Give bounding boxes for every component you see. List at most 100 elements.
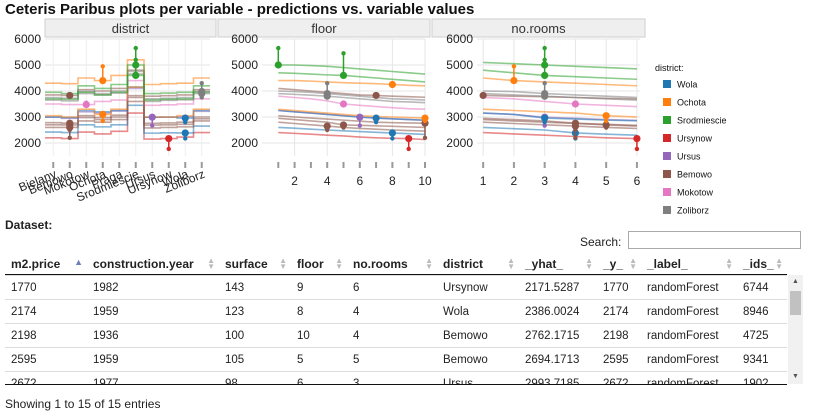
prediction-point bbox=[198, 90, 206, 98]
facet-floor: floor 2000 3000 4000 5000 6000 2 4 6 8 10 bbox=[217, 18, 432, 188]
dataset-table: m2.price ▲ construction.year ▲ ▼ surface ▲ ▼ flo… bbox=[5, 253, 803, 385]
table-row[interactable]: 2672 1977 98 6 3 Ursus 2993.7185 2672 randomFore… bbox=[5, 371, 787, 384]
y-tick-label: 5000 bbox=[231, 58, 258, 72]
table-cell: 1982 bbox=[87, 275, 219, 300]
table-cell: 8946 bbox=[737, 299, 787, 324]
sort-icon: ▲ ▼ bbox=[585, 256, 593, 271]
legend-label: Srodmiescie bbox=[677, 116, 727, 126]
table-cell: Bemowo bbox=[437, 347, 519, 372]
table-scrollbar[interactable]: ▲ ▼ bbox=[788, 275, 803, 384]
scroll-up-arrow-icon[interactable]: ▲ bbox=[792, 278, 799, 285]
column-header-label[interactable]: _label_ ▲ ▼ bbox=[641, 253, 737, 275]
series-line-ochota bbox=[278, 79, 426, 87]
prediction-point bbox=[571, 122, 580, 130]
observed-point bbox=[100, 118, 105, 124]
sort-icon: ▲ ▼ bbox=[425, 256, 433, 271]
column-header-district[interactable]: district ▲ ▼ bbox=[437, 253, 519, 275]
series-line-wola bbox=[483, 126, 637, 136]
column-header-label: _ids_ bbox=[743, 256, 774, 271]
observed-point bbox=[67, 135, 72, 141]
facet-strip bbox=[431, 18, 646, 38]
legend-swatch bbox=[663, 134, 671, 142]
legend-swatch bbox=[663, 206, 671, 214]
prediction-point bbox=[339, 71, 348, 79]
prediction-point bbox=[602, 112, 610, 120]
prediction-point bbox=[372, 91, 380, 100]
table-row[interactable]: 2198 1936 100 10 4 Bemowo 2762.1715 2198 randomF… bbox=[5, 323, 787, 348]
series-line-bemowo bbox=[278, 121, 426, 132]
observed-point bbox=[276, 45, 281, 51]
table-cell: randomForest bbox=[641, 371, 737, 384]
y-tick-label: 3000 bbox=[14, 110, 41, 124]
series-line-bemowo bbox=[278, 114, 426, 124]
series-line-ursynow bbox=[483, 131, 637, 140]
table-cell: 2174 bbox=[597, 299, 641, 324]
column-header-surface[interactable]: surface ▲ ▼ bbox=[219, 253, 291, 275]
column-header-floor[interactable]: floor ▲ ▼ bbox=[291, 253, 347, 275]
table-cell: 1936 bbox=[87, 323, 219, 348]
ceteris-paribus-charts: district 2000 3000 4000 5000 6000 Bielany Bemow… bbox=[0, 18, 818, 218]
scroll-down-arrow-icon[interactable]: ▼ bbox=[792, 373, 799, 380]
dataset-label: Dataset: bbox=[5, 218, 53, 232]
table-body-viewport[interactable]: 1770 1982 143 9 6 Ursynow 2171.5287 1770 randomF… bbox=[5, 275, 787, 384]
table-cell: 143 bbox=[219, 275, 291, 300]
table-cell: 2386.0024 bbox=[519, 299, 597, 324]
column-header-m2-price[interactable]: m2.price ▲ bbox=[5, 253, 87, 275]
series-line-zoliborz bbox=[278, 92, 426, 104]
observed-point bbox=[542, 57, 547, 62]
legend: district: Wola Ochota Srodmiescie Ursynow Urs… bbox=[655, 63, 727, 216]
legend-label: Bemowo bbox=[677, 170, 712, 180]
legend-title: district: bbox=[655, 63, 684, 73]
column-header-ids[interactable]: _ids_ ▲ ▼ bbox=[737, 253, 787, 275]
prediction-point bbox=[181, 114, 189, 122]
column-header-y[interactable]: _y_ ▲ ▼ bbox=[597, 253, 641, 275]
table-cell: 2694.1713 bbox=[519, 347, 597, 372]
legend-swatch bbox=[663, 98, 671, 106]
x-tick-label: 10 bbox=[418, 174, 432, 188]
table-cell: 1770 bbox=[597, 275, 641, 300]
table-row[interactable]: 2174 1959 123 8 4 Wola 2386.0024 2174 randomFore… bbox=[5, 299, 787, 324]
series-line-srodmiescie bbox=[483, 61, 637, 70]
scroll-thumb[interactable] bbox=[790, 291, 801, 315]
table-cell: 9 bbox=[291, 275, 347, 300]
prediction-point bbox=[388, 80, 396, 89]
column-header-construction-year[interactable]: construction.year ▲ ▼ bbox=[87, 253, 219, 275]
prediction-point bbox=[66, 123, 74, 131]
table-cell: randomForest bbox=[641, 347, 737, 372]
column-header-no-rooms[interactable]: no.rooms ▲ ▼ bbox=[347, 253, 437, 275]
y-tick-label: 4000 bbox=[446, 84, 473, 98]
sort-icon: ▲ ▼ bbox=[629, 256, 637, 271]
prediction-point bbox=[339, 100, 348, 108]
table-cell: 123 bbox=[219, 299, 291, 324]
table-cell: randomForest bbox=[641, 323, 737, 348]
table-header: m2.price ▲ construction.year ▲ ▼ surface ▲ ▼ flo… bbox=[5, 253, 787, 275]
prediction-point bbox=[372, 114, 380, 122]
series-line-srodmiescie bbox=[278, 72, 426, 83]
prediction-point bbox=[541, 114, 549, 122]
observed-point bbox=[199, 81, 204, 86]
search-input[interactable] bbox=[628, 231, 801, 249]
series-line-bemowo bbox=[45, 100, 210, 129]
observed-point bbox=[511, 64, 517, 69]
table-cell: 105 bbox=[219, 347, 291, 372]
y-tick-label: 6000 bbox=[14, 32, 41, 46]
x-tick-label: 8 bbox=[389, 174, 396, 188]
prediction-point bbox=[339, 121, 348, 129]
table-cell: 9341 bbox=[737, 347, 787, 372]
table-cell: 1770 bbox=[5, 275, 87, 300]
table-cell: 4 bbox=[347, 323, 437, 348]
legend-label: Ochota bbox=[677, 98, 706, 108]
prediction-point bbox=[165, 134, 173, 143]
facet-strip-label: floor bbox=[311, 21, 337, 36]
series-line-srodmiescie bbox=[278, 64, 426, 75]
prediction-point bbox=[181, 129, 189, 137]
observed-point bbox=[100, 64, 105, 69]
table-row[interactable]: 1770 1982 143 9 6 Ursynow 2171.5287 1770 randomF… bbox=[5, 275, 787, 300]
table-cell: 5 bbox=[291, 347, 347, 372]
prediction-point bbox=[323, 92, 331, 100]
table-cell: 1977 bbox=[87, 371, 219, 384]
table-row[interactable]: 2595 1959 105 5 5 Bemowo 2694.1713 2595 randomFo… bbox=[5, 347, 787, 372]
sort-icon: ▲ ▼ bbox=[507, 256, 515, 271]
facet-strip-label: no.rooms bbox=[511, 21, 566, 36]
column-header-yhat[interactable]: _yhat_ ▲ ▼ bbox=[519, 253, 597, 275]
